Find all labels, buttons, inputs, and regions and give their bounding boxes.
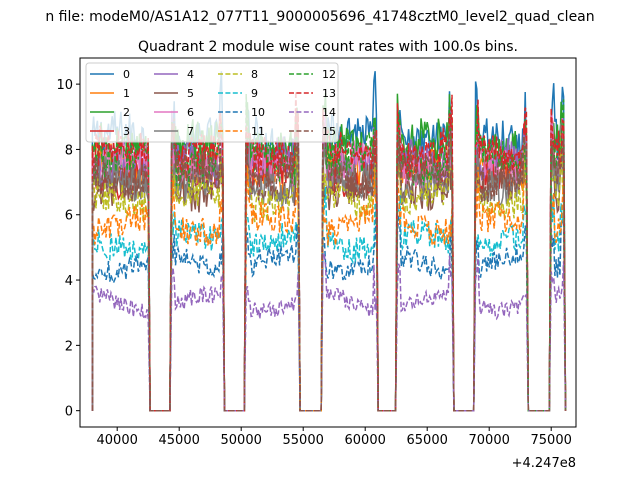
series-line-8 [91,132,567,412]
y-tick-label: 10 [56,78,73,93]
x-tick-label: 50000 [221,433,262,448]
legend-label: 14 [322,106,336,119]
y-tick-label: 6 [65,209,73,224]
x-offset-label: +4.247e8 [512,456,576,471]
x-axis: 40000 45000 50000 55000 60000 65000 70000 75000 [97,427,572,448]
x-tick-label: 65000 [407,433,448,448]
legend-label: 3 [123,125,130,138]
legend-label: 11 [251,125,265,138]
series-line-14 [91,250,567,412]
plot-frame [79,57,577,428]
legend-box [85,62,339,143]
legend-label: 7 [187,125,194,138]
legend-label: 0 [123,68,130,81]
legend-label: 10 [251,106,265,119]
legend-label: 5 [187,87,194,100]
x-tick-label: 40000 [97,433,138,448]
series-line-10 [91,203,567,412]
series-line-11 [91,163,567,412]
series-line-15 [91,118,567,412]
chart-title: Quadrant 2 module wise count rates with … [138,39,518,55]
y-axis: 0 2 4 6 8 10 [56,78,80,420]
legend-label: 15 [322,125,336,138]
legend-label: 1 [123,87,130,100]
legend-label: 13 [322,87,336,100]
y-tick-label: 4 [65,274,73,289]
legend-label: 8 [251,68,258,81]
legend-label: 9 [251,87,258,100]
y-tick-label: 2 [65,339,73,354]
x-tick-label: 70000 [469,433,510,448]
series-line-13 [91,91,567,412]
legend-label: 6 [187,106,194,119]
legend-label: 12 [322,68,336,81]
y-tick-label: 0 [65,405,73,420]
figure-suptitle: n file: modeM0/AS1A12_077T11_9000005696_… [45,9,594,25]
y-tick-label: 8 [65,143,73,158]
x-tick-label: 45000 [159,433,200,448]
legend-label: 2 [123,106,130,119]
x-tick-label: 55000 [283,433,324,448]
x-tick-label: 75000 [531,433,572,448]
x-tick-label: 60000 [345,433,386,448]
legend-label: 4 [187,68,194,81]
plot-lines [91,71,567,412]
